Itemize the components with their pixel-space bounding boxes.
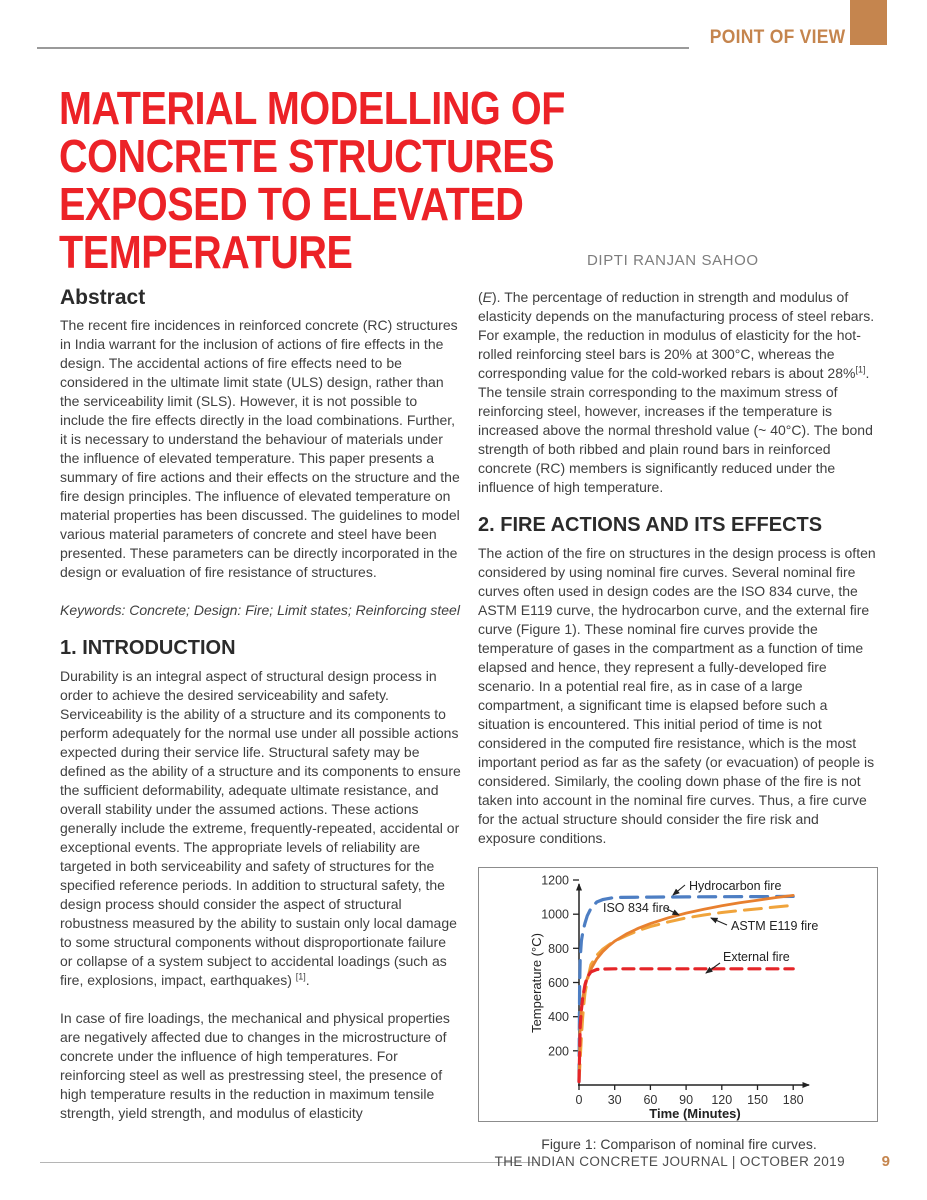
left-column: Abstract The recent fire incidences in r… xyxy=(60,286,462,1142)
svg-text:Time (Minutes): Time (Minutes) xyxy=(649,1106,741,1121)
header-rule xyxy=(37,47,689,49)
svg-text:120: 120 xyxy=(711,1093,732,1107)
footer-rule xyxy=(40,1162,538,1163)
introduction-paragraph-1: Durability is an integral aspect of stru… xyxy=(60,668,461,988)
title-line: CONCRETE STRUCTURES xyxy=(59,130,555,182)
right-column: (E). The percentage of reduction in stre… xyxy=(478,288,880,1154)
svg-text:Hydrocarbon fire: Hydrocarbon fire xyxy=(689,879,781,893)
svg-text:External fire: External fire xyxy=(723,950,790,964)
author-name: DIPTI RANJAN SAHOO xyxy=(587,252,759,269)
svg-text:600: 600 xyxy=(548,976,569,990)
svg-text:60: 60 xyxy=(643,1093,657,1107)
svg-text:ASTM E119 fire: ASTM E119 fire xyxy=(731,919,818,933)
figure-box: 200 400 600 800 1000 1200 0 30 60 90 120 150 180 Time… xyxy=(478,867,878,1122)
svg-text:150: 150 xyxy=(747,1093,768,1107)
svg-text:Temperature (°C): Temperature (°C) xyxy=(529,933,544,1033)
figure-caption: Figure 1: Comparison of nominal fire cur… xyxy=(541,1136,817,1152)
title-line: MATERIAL MODELLING OF xyxy=(59,82,565,134)
svg-text:ISO 834 fire: ISO 834 fire xyxy=(603,901,670,915)
svg-text:800: 800 xyxy=(548,942,569,956)
fire-actions-paragraph: The action of the fire on structures in … xyxy=(478,545,876,846)
kicker-label: POINT OF VIEW xyxy=(709,27,845,48)
keywords-line: Keywords: Concrete; Design: Fire; Limit … xyxy=(60,602,460,618)
svg-text:1000: 1000 xyxy=(541,908,569,922)
introduction-heading: 1. INTRODUCTION xyxy=(60,637,236,659)
abstract-paragraph: The recent fire incidences in reinforced… xyxy=(60,317,460,580)
svg-text:180: 180 xyxy=(783,1093,804,1107)
page-number: 9 xyxy=(881,1153,890,1170)
title-line: TEMPERATURE xyxy=(59,226,353,278)
introduction-paragraph-2: In case of fire loadings, the mechanical… xyxy=(60,1010,450,1121)
svg-text:1200: 1200 xyxy=(541,874,569,888)
fire-curves-chart: 200 400 600 800 1000 1200 0 30 60 90 120 150 180 Time… xyxy=(529,874,818,1122)
abstract-heading: Abstract xyxy=(60,286,146,309)
kicker-accent-block xyxy=(850,0,887,45)
journal-name: THE INDIAN CONCRETE JOURNAL | OCTOBER 20… xyxy=(494,1154,845,1169)
title-line: EXPOSED TO ELEVATED xyxy=(59,178,524,230)
svg-text:200: 200 xyxy=(548,1044,569,1058)
svg-text:90: 90 xyxy=(679,1093,693,1107)
continuation-paragraph: (E). The percentage of reduction in stre… xyxy=(478,289,875,495)
fire-actions-heading: 2. FIRE ACTIONS AND ITS EFFECTS xyxy=(478,514,823,536)
svg-text:30: 30 xyxy=(608,1093,622,1107)
svg-text:0: 0 xyxy=(576,1093,583,1107)
svg-text:400: 400 xyxy=(548,1010,569,1024)
article-title: MATERIAL MODELLING OF CONCRETE STRUCTURE… xyxy=(59,84,565,276)
